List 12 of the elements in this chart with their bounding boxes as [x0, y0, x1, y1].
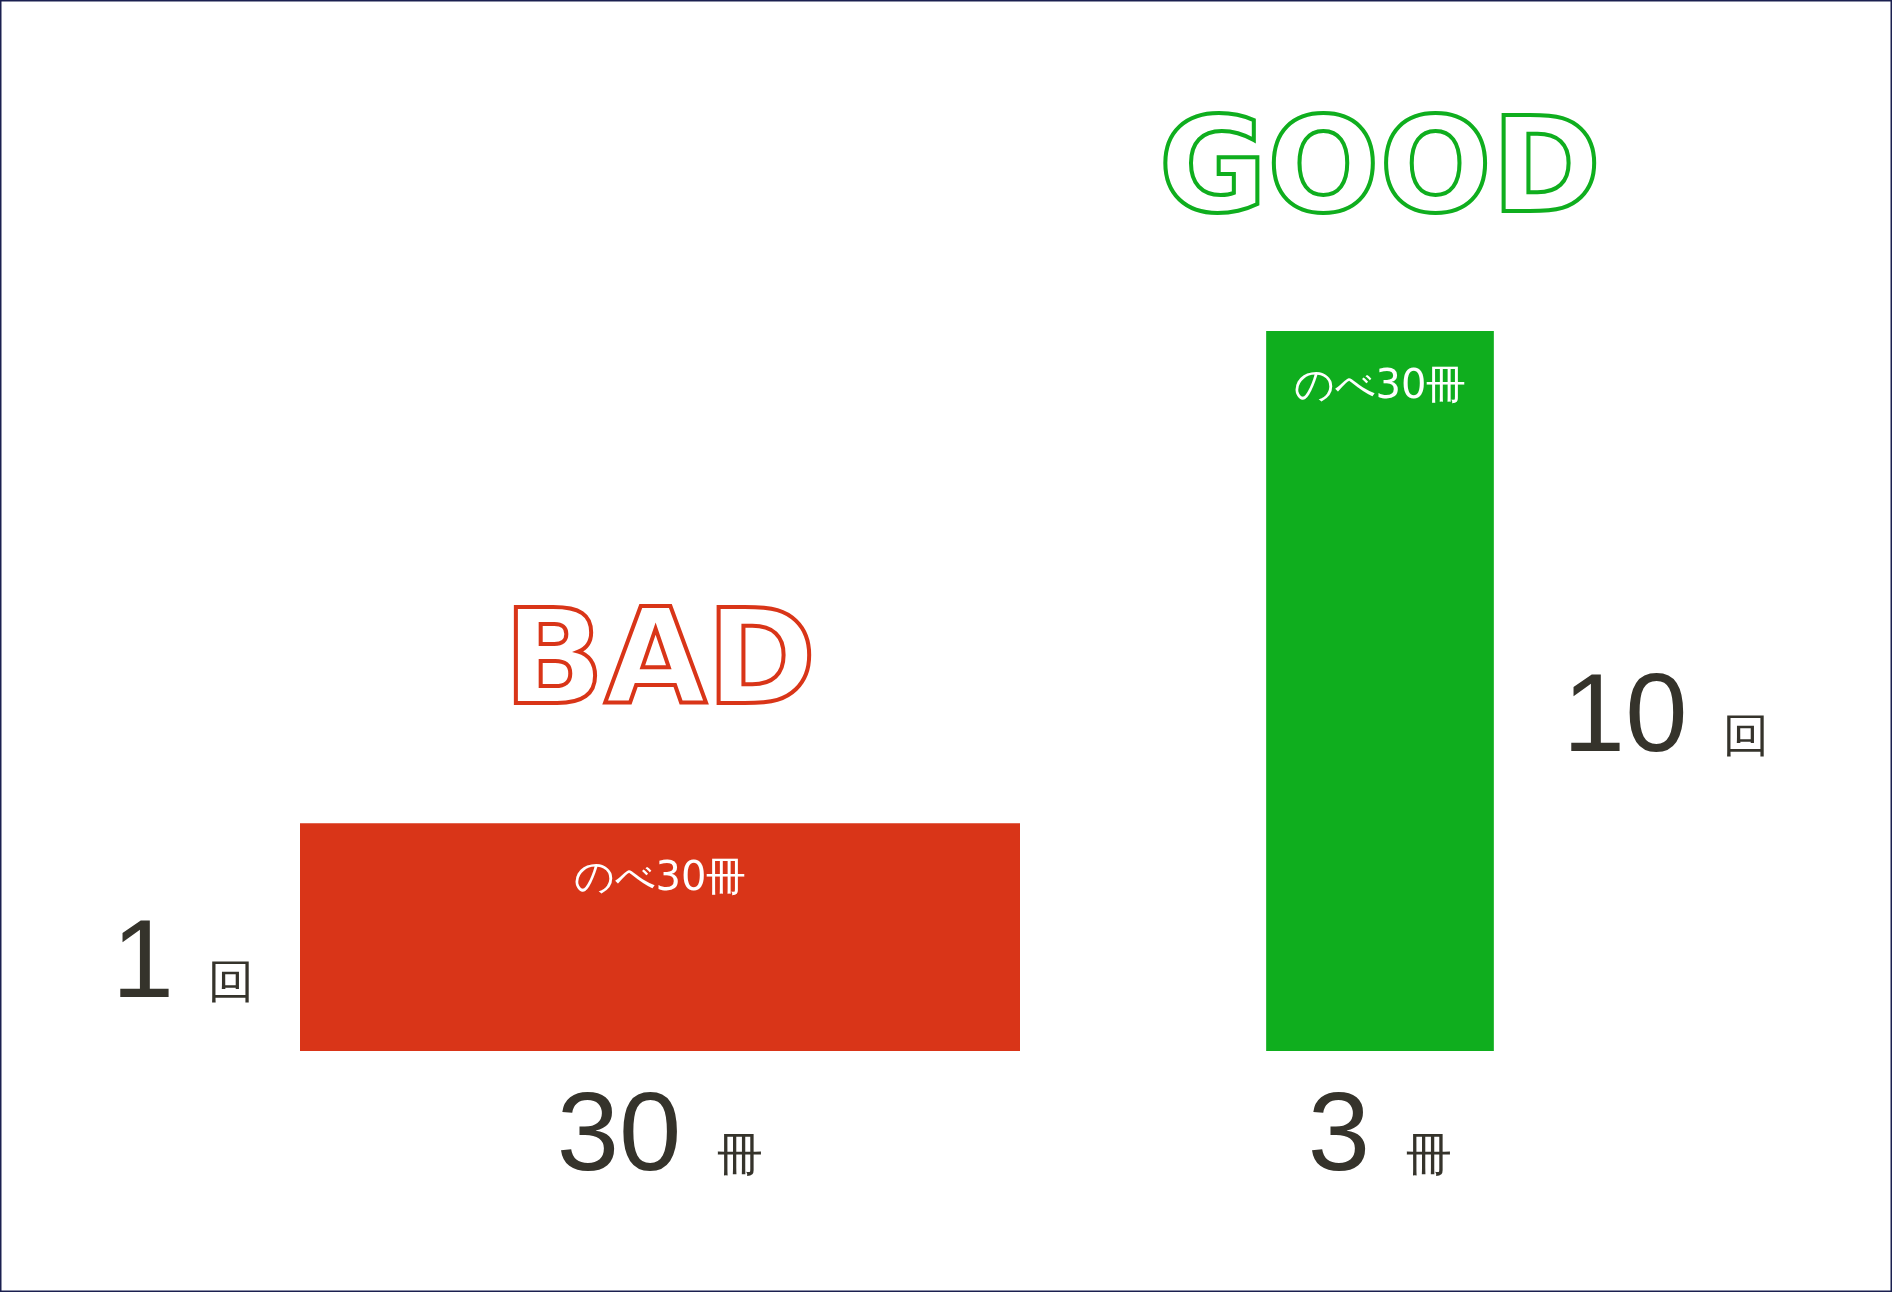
data-label: 30 — [556, 1069, 682, 1194]
text: のべ30冊 — [573, 853, 747, 900]
category-label: GOOD — [1158, 88, 1602, 242]
text: 回 — [208, 954, 254, 1009]
data-label: 1 — [111, 896, 174, 1022]
text: 冊 — [1406, 1127, 1453, 1181]
text: のべ30冊 — [1293, 361, 1467, 407]
category-label: BAD — [503, 580, 817, 735]
text: 冊 — [717, 1127, 764, 1181]
data-label: 10 — [1562, 650, 1688, 775]
text: 回 — [1723, 708, 1770, 762]
data-label: 3 — [1307, 1069, 1371, 1194]
